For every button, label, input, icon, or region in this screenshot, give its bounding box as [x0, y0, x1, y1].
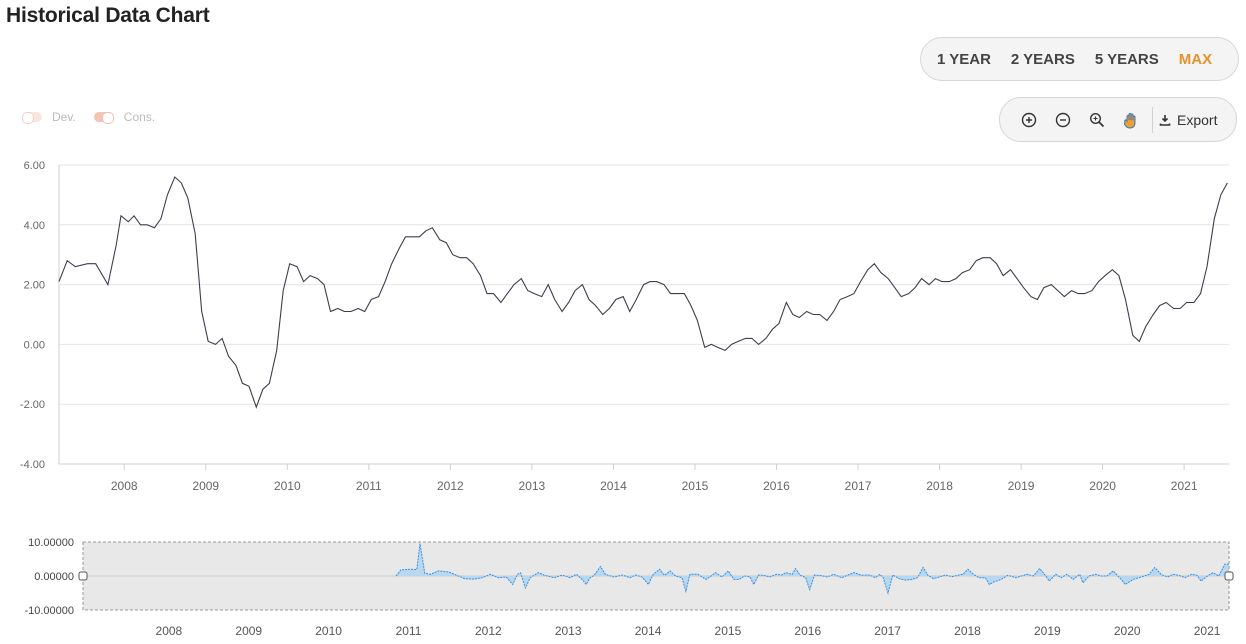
nav-x-tick-label: 2019 [1034, 624, 1061, 638]
nav-x-tick-label: 2018 [954, 624, 981, 638]
nav-x-tick-label: 2012 [475, 624, 502, 638]
series-toggles: Dev. Cons. [22, 110, 173, 124]
range-selector: 1 YEAR 2 YEARS 5 YEARS MAX [920, 37, 1239, 81]
x-tick-label: 2018 [926, 479, 953, 493]
toolbar-separator [1152, 106, 1153, 133]
x-tick-label: 2017 [845, 479, 872, 493]
x-tick-label: 2021 [1171, 479, 1198, 493]
y-tick-label: 4.00 [24, 220, 45, 232]
x-tick-label: 2013 [519, 479, 546, 493]
x-tick-label: 2020 [1089, 479, 1116, 493]
range-2-years-button[interactable]: 2 YEARS [1001, 44, 1085, 74]
magnifier-icon[interactable] [1080, 105, 1114, 135]
navigator-line [395, 543, 1229, 595]
navigator-right-handle[interactable] [1224, 571, 1234, 581]
main-line-chart[interactable]: 6.00 4.00 2.00 0.00 -2.00 -4.00 2008 2009 2010 20… [0, 150, 1246, 500]
download-icon [1159, 114, 1171, 126]
y-tick-label: -4.00 [20, 459, 45, 471]
nav-x-tick-label: 2008 [156, 624, 183, 638]
navigator-chart[interactable]: 10.00000 0.00000 -10.00000 2008 2009 2010 2011… [0, 528, 1246, 644]
pan-hand-icon[interactable] [1114, 105, 1148, 135]
nav-x-tick-label: 2013 [555, 624, 582, 638]
y-tick-label: 6.00 [24, 160, 45, 172]
x-tick-label: 2012 [437, 479, 464, 493]
cons-toggle[interactable] [93, 112, 114, 124]
nav-x-tick-label: 2021 [1194, 624, 1221, 638]
export-button[interactable]: Export [1159, 112, 1217, 128]
range-max-button[interactable]: MAX [1169, 44, 1222, 74]
cons-toggle-label: Cons. [123, 110, 156, 124]
x-tick-label: 2009 [192, 479, 219, 493]
nav-x-tick-label: 2014 [635, 624, 662, 638]
nav-x-tick-label: 2016 [794, 624, 821, 638]
page-title: Historical Data Chart [6, 4, 210, 27]
x-tick-label: 2015 [682, 479, 709, 493]
y-tick-label: -2.00 [20, 399, 45, 411]
nav-y-tick-label: 10.00000 [28, 537, 74, 549]
range-1-year-button[interactable]: 1 YEAR [927, 44, 1001, 74]
nav-y-tick-label: -10.00000 [24, 605, 74, 617]
nav-x-tick-label: 2010 [315, 624, 342, 638]
nav-x-tick-label: 2009 [235, 624, 262, 638]
nav-x-tick-label: 2017 [874, 624, 901, 638]
nav-y-tick-label: 0.00000 [34, 571, 74, 583]
zoom-out-icon[interactable] [1046, 105, 1080, 135]
navigator-left-handle[interactable] [78, 571, 88, 581]
nav-x-tick-label: 2020 [1114, 624, 1141, 638]
y-tick-label: 0.00 [24, 339, 45, 351]
y-tick-label: 2.00 [24, 280, 45, 292]
dev-toggle-label: Dev. [52, 110, 76, 124]
x-tick-label: 2010 [274, 479, 301, 493]
dev-toggle[interactable] [22, 112, 42, 124]
chart-toolbar: Export [999, 97, 1237, 142]
range-5-years-button[interactable]: 5 YEARS [1085, 44, 1169, 74]
series-line [58, 176, 1228, 409]
nav-x-tick-label: 2015 [715, 624, 742, 638]
x-tick-label: 2008 [111, 479, 138, 493]
x-tick-label: 2016 [763, 479, 790, 493]
nav-x-tick-label: 2011 [396, 624, 422, 638]
export-label: Export [1177, 111, 1218, 128]
x-tick-label: 2011 [356, 479, 382, 493]
zoom-in-icon[interactable] [1012, 105, 1046, 135]
x-tick-label: 2019 [1008, 479, 1035, 493]
x-tick-label: 2014 [600, 479, 627, 493]
